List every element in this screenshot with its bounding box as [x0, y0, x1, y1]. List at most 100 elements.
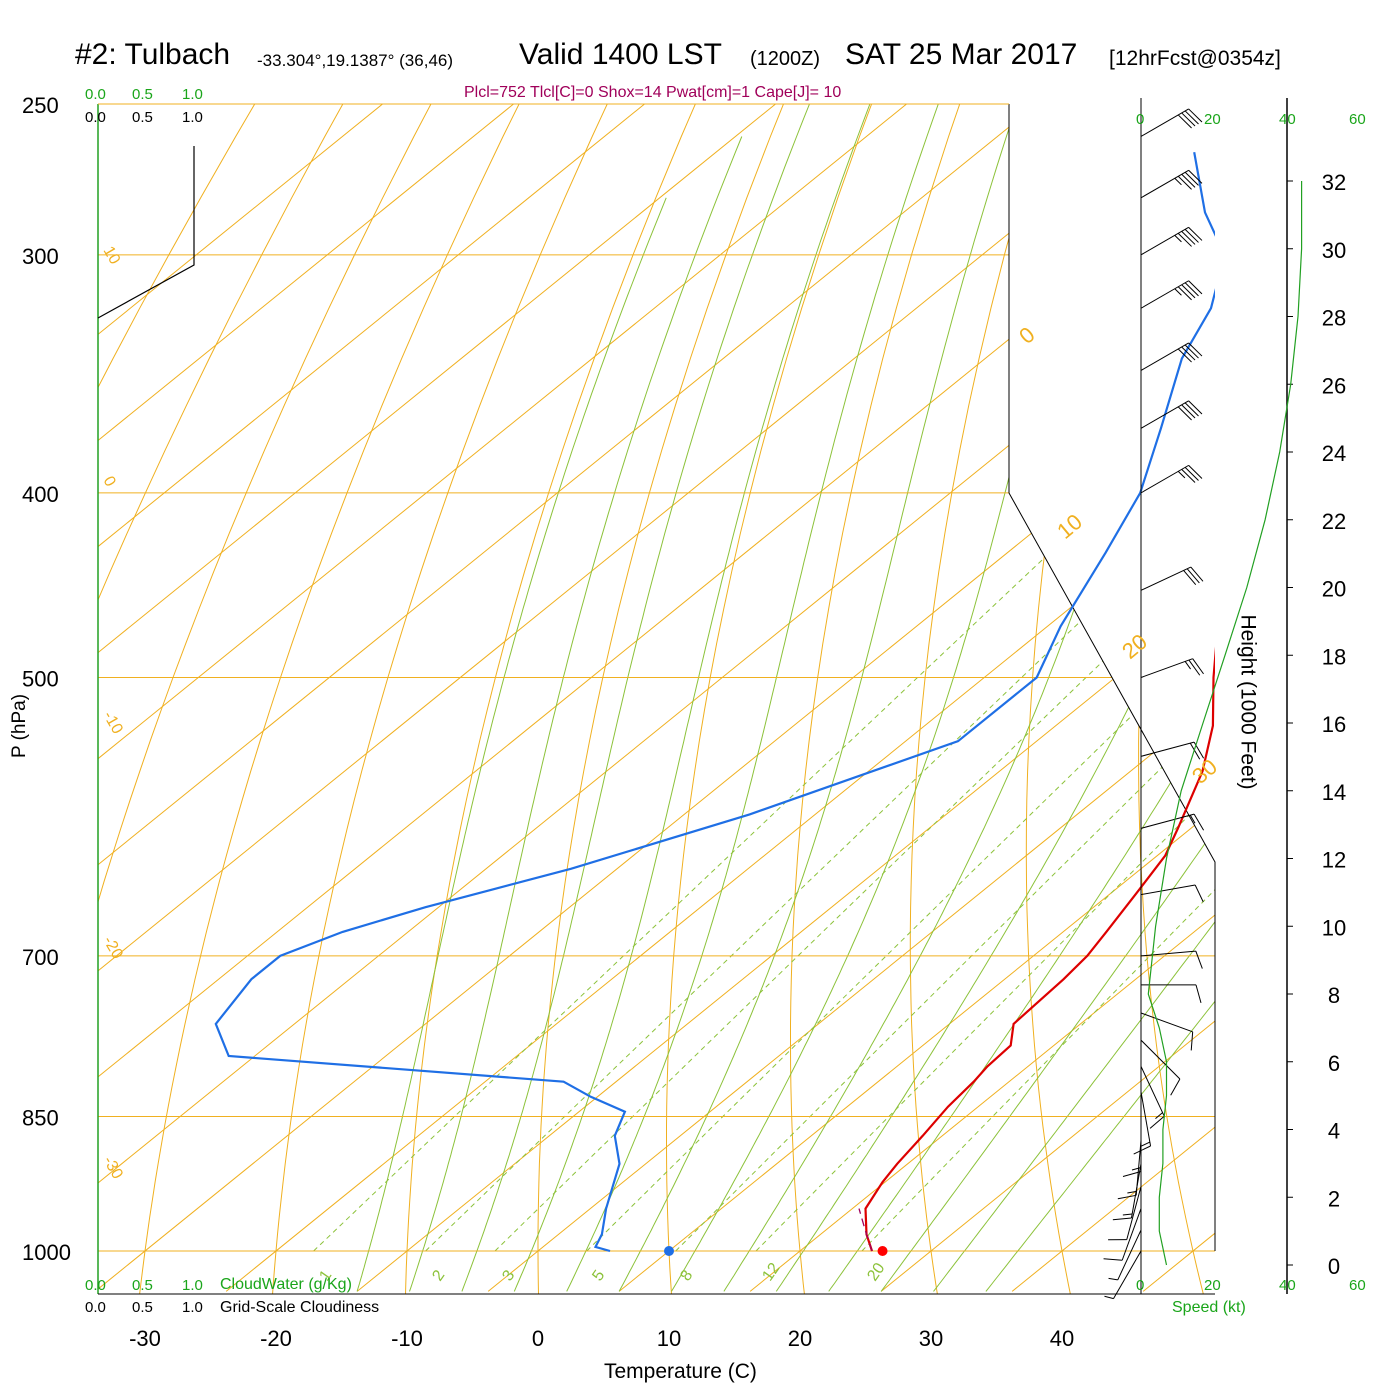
surface-dewpoint-point [664, 1246, 674, 1256]
isotherm-line [487, 702, 1215, 1292]
height-tick-label: 16 [1322, 712, 1346, 737]
isotherm-line [749, 914, 1215, 1292]
speed-axis-title: Speed (kt) [1172, 1299, 1246, 1316]
mixing-ratio-label: 20 [864, 1260, 888, 1284]
wind-barb-half-flag [1174, 288, 1182, 296]
height-axis-title: Height (1000 Feet) [1236, 614, 1260, 790]
wind-barb-flag [1188, 400, 1203, 415]
dry-adiabat-line [537, 104, 785, 1294]
wind-barb-staff [1140, 464, 1189, 494]
dry-adiabat-line [98, 104, 344, 602]
wind-barb-staff [1140, 741, 1195, 757]
wind-barb [1140, 280, 1203, 309]
cloudiness-scale-bottom-2: 1.0 [182, 1299, 203, 1316]
wind-barb-flag [1181, 469, 1196, 483]
station-coords: -33.304°,19.1387° (36,46) [257, 51, 454, 70]
wind-barb-staff [1121, 1208, 1142, 1261]
cloudiness-scale-1: 0.5 [132, 109, 153, 126]
dry-adiabat-label: 0 [100, 474, 119, 490]
dry-adiabat-label: 10 [100, 244, 124, 268]
wind-barb-flag [1193, 813, 1205, 831]
surface-temperature-point [877, 1246, 888, 1256]
wind-barb-half-flag [1184, 661, 1191, 670]
wind-barb-half-flag [1189, 814, 1196, 824]
isotherm-line [880, 1020, 1215, 1292]
wind-barb-flag [1117, 1194, 1137, 1200]
isotherm-line [98, 104, 1039, 866]
moist-adiabat-line [513, 104, 871, 1292]
cloudwater-scale-bottom-1: 0.5 [132, 1277, 153, 1294]
wind-barb-half-flag [1122, 1213, 1133, 1216]
cloudiness-label: Grid-Scale Cloudiness [220, 1299, 380, 1316]
wind-barb-flag [1181, 112, 1196, 127]
moist-adiabat-line [356, 197, 667, 1292]
wind-barb-flag [1183, 570, 1197, 585]
pressure-tick-label: 1000 [22, 1240, 71, 1265]
wind-barb-flag [1181, 284, 1196, 299]
mixing-ratio-label: 5 [589, 1267, 608, 1284]
speed-tick-bottom-60: 60 [1349, 1277, 1366, 1294]
moist-adiabat-line [880, 828, 1215, 1292]
pressure-tick-label: 400 [22, 482, 59, 507]
dry-adiabat-line [909, 104, 1049, 1294]
pressure-tick-label: 850 [22, 1106, 59, 1131]
wind-barb [1140, 658, 1204, 678]
wind-barb-flag [1177, 175, 1192, 190]
wind-barb-flag [1181, 230, 1196, 245]
wind-barb-flag [1133, 1145, 1151, 1155]
x-axis-title: Temperature (C) [604, 1360, 757, 1383]
moist-adiabat-line [566, 104, 939, 1292]
speed-tick-bottom-0: 0 [1136, 1277, 1145, 1294]
cloudwater-scale-2: 1.0 [182, 86, 203, 103]
wind-barb-flag [1177, 286, 1192, 301]
wind-barb-flag [1184, 171, 1199, 186]
pressure-tick-label: 300 [22, 244, 59, 269]
isotherm-line [98, 104, 908, 760]
wind-barb [1140, 950, 1203, 969]
isotherm-line [98, 104, 515, 442]
speed-tick-top-20: 20 [1204, 111, 1221, 128]
mixing-ratio-label: 2 [429, 1267, 448, 1284]
isotherm-line [98, 104, 646, 548]
wind-barb-flag [1184, 228, 1199, 243]
wind-speed-profile-line [1147, 181, 1303, 1266]
wind-barb [1108, 1229, 1142, 1281]
wind-barb-flag [1184, 282, 1199, 297]
wind-barb [1140, 226, 1203, 256]
pressure-tick-label: 500 [22, 667, 59, 692]
mixing-ratio-line [586, 633, 1215, 1252]
wind-barb-flag [1177, 232, 1192, 247]
isotherm-line [98, 104, 777, 654]
wind-barb-half-flag [1131, 1167, 1142, 1171]
wind-barb-staff [1140, 950, 1196, 957]
wind-barb-staff [1140, 280, 1189, 309]
cloudwater-scale-bottom-0: 0.0 [85, 1277, 106, 1294]
cloudiness-scale-2: 1.0 [182, 109, 203, 126]
wind-barb-staff [1140, 169, 1189, 199]
speed-tick-top-0: 0 [1136, 111, 1145, 128]
cloudwater-label: CloudWater (g/Kg) [220, 1276, 352, 1293]
cloudiness-scale-bottom-0: 0.0 [85, 1299, 106, 1316]
isotherm-line [98, 383, 1215, 1290]
diagram-boundary [1008, 104, 1216, 1251]
wind-barb-flag [1184, 402, 1199, 417]
wind-barb-staff [1140, 1066, 1165, 1117]
wind-barb [1140, 1012, 1194, 1051]
height-tick-label: 0 [1328, 1254, 1340, 1279]
wind-barb-half-flag [1104, 1295, 1114, 1300]
height-tick-label: 4 [1328, 1119, 1340, 1144]
cloudwater-scale-bottom-2: 1.0 [182, 1277, 203, 1294]
moist-adiabat-line [933, 920, 1215, 1292]
temperature-tick-label: -10 [391, 1326, 423, 1351]
wind-barb-flag [1190, 566, 1204, 582]
dry-adiabat-line [1353, 70, 1400, 1330]
isotherm-line [98, 104, 384, 336]
height-tick-label: 30 [1322, 238, 1346, 263]
temperature-tick-label: 20 [788, 1326, 812, 1351]
height-tick-label: 22 [1322, 509, 1346, 534]
mixing-ratio-line [861, 888, 1215, 1252]
wind-barb-flag [1177, 348, 1192, 363]
stability-indices: Plcl=752 Tlcl[C]=0 Shox=14 Pwat[cm]=1 Ca… [464, 84, 842, 101]
wind-barb-flag [1189, 742, 1201, 760]
wind-barb-half-flag [1174, 234, 1182, 243]
